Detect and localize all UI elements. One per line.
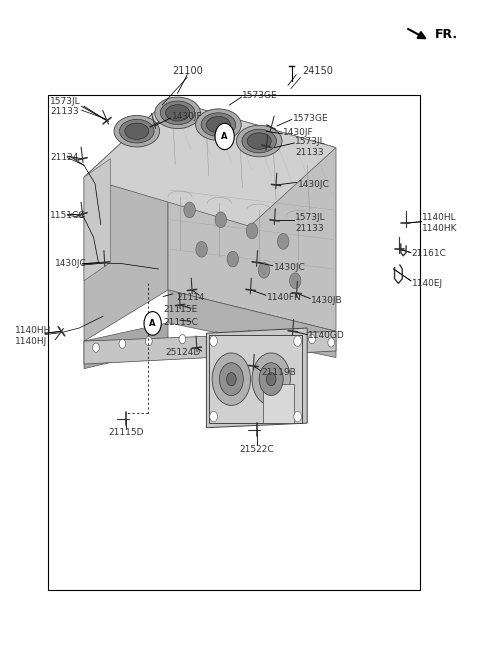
Circle shape xyxy=(145,337,152,346)
Text: 1430JC: 1430JC xyxy=(298,180,329,190)
Polygon shape xyxy=(84,331,336,364)
Circle shape xyxy=(259,363,283,396)
Text: 1140EJ: 1140EJ xyxy=(412,279,443,288)
Text: 1573GE: 1573GE xyxy=(242,91,278,100)
Circle shape xyxy=(289,273,301,289)
Text: 1140HL
1140HK: 1140HL 1140HK xyxy=(422,213,458,233)
Circle shape xyxy=(119,339,126,348)
Text: A: A xyxy=(149,319,156,328)
Circle shape xyxy=(246,331,253,340)
Circle shape xyxy=(227,373,236,386)
Ellipse shape xyxy=(201,113,236,136)
Text: 21114: 21114 xyxy=(177,293,205,302)
Circle shape xyxy=(277,234,289,249)
Circle shape xyxy=(309,335,315,344)
Text: 21119B: 21119B xyxy=(262,368,296,377)
Text: 21522C: 21522C xyxy=(240,445,274,454)
Circle shape xyxy=(93,343,99,352)
Circle shape xyxy=(215,123,234,150)
Text: 24150: 24150 xyxy=(302,66,333,76)
Circle shape xyxy=(213,332,219,341)
Text: 21124: 21124 xyxy=(50,153,79,162)
Text: A: A xyxy=(221,132,228,141)
Bar xyxy=(263,384,294,423)
Circle shape xyxy=(328,338,335,347)
Polygon shape xyxy=(168,100,336,331)
Ellipse shape xyxy=(120,119,154,143)
Ellipse shape xyxy=(196,109,241,140)
Text: 1573JL
21133: 1573JL 21133 xyxy=(295,213,326,233)
Text: 1140FN: 1140FN xyxy=(267,293,301,302)
Ellipse shape xyxy=(242,129,276,153)
Polygon shape xyxy=(84,100,168,341)
Ellipse shape xyxy=(160,101,195,125)
Text: 1573JL
21133: 1573JL 21133 xyxy=(49,96,80,116)
Ellipse shape xyxy=(206,116,230,133)
Text: 1430JB: 1430JB xyxy=(311,296,343,305)
Text: 1430JC: 1430JC xyxy=(55,259,87,268)
Ellipse shape xyxy=(247,133,271,150)
Ellipse shape xyxy=(125,123,149,140)
Circle shape xyxy=(179,335,186,344)
Polygon shape xyxy=(168,290,336,358)
Circle shape xyxy=(280,332,287,341)
Text: 1151CC: 1151CC xyxy=(50,211,86,220)
Text: 1573JL
21133: 1573JL 21133 xyxy=(295,137,326,157)
Circle shape xyxy=(266,373,276,386)
Circle shape xyxy=(252,353,290,405)
Circle shape xyxy=(184,202,195,218)
Ellipse shape xyxy=(155,97,201,129)
Text: 1430JF: 1430JF xyxy=(283,128,314,137)
Circle shape xyxy=(196,241,207,257)
Circle shape xyxy=(227,251,239,267)
Text: 21115E: 21115E xyxy=(163,305,197,314)
Circle shape xyxy=(215,212,227,228)
Text: 1430JC: 1430JC xyxy=(274,263,305,272)
Circle shape xyxy=(246,223,258,239)
Circle shape xyxy=(258,262,270,278)
Text: 1140HH
1140HJ: 1140HH 1140HJ xyxy=(15,326,52,346)
Text: 1430JF: 1430JF xyxy=(172,112,203,121)
Text: FR.: FR. xyxy=(434,28,457,41)
Text: 21161C: 21161C xyxy=(412,249,447,258)
Polygon shape xyxy=(84,159,110,281)
Text: 25124D: 25124D xyxy=(166,348,201,358)
Circle shape xyxy=(144,312,161,335)
Text: 1573GE: 1573GE xyxy=(293,113,328,123)
Text: 21115D: 21115D xyxy=(108,428,144,438)
Polygon shape xyxy=(206,328,307,428)
Circle shape xyxy=(210,411,217,422)
Ellipse shape xyxy=(114,115,159,147)
Bar xyxy=(209,335,302,423)
Polygon shape xyxy=(84,323,168,369)
Bar xyxy=(48,95,420,590)
Text: 21115C: 21115C xyxy=(163,318,198,327)
Ellipse shape xyxy=(237,125,282,157)
Ellipse shape xyxy=(166,104,190,121)
Circle shape xyxy=(219,363,243,396)
Circle shape xyxy=(294,411,301,422)
Text: 21100: 21100 xyxy=(172,66,203,76)
Circle shape xyxy=(210,336,217,346)
Text: 1140GD: 1140GD xyxy=(308,331,345,340)
Circle shape xyxy=(294,336,301,346)
Polygon shape xyxy=(84,100,336,226)
Circle shape xyxy=(212,353,251,405)
